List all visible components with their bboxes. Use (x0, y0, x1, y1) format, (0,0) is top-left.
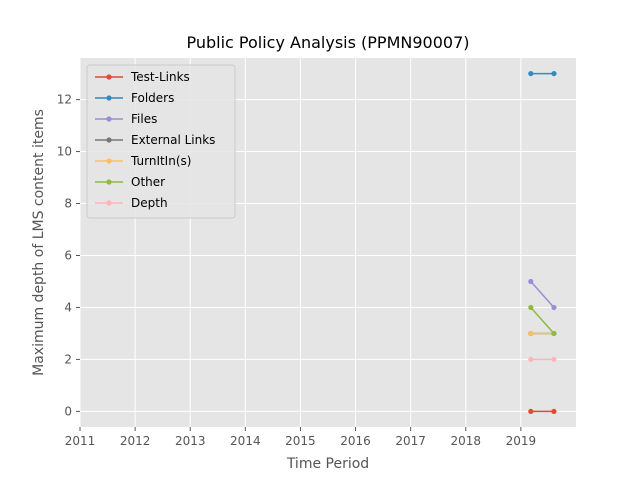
y-tick-label: 4 (64, 300, 72, 314)
x-tick-label: 2015 (285, 434, 316, 448)
data-point-folders (551, 70, 557, 77)
series-line-other (530, 306, 555, 334)
series-line-files (530, 280, 555, 308)
grid-lines (79, 58, 576, 427)
x-tick-label: 2014 (230, 434, 261, 448)
legend-swatch-marker (106, 158, 112, 164)
data-point-depth (551, 356, 557, 363)
legend-label: Other (131, 175, 165, 189)
axis-ticks: 2011 2012 2013 2014 2015 2016 2017 2018 2019 0 2 4 6… (57, 93, 536, 448)
legend-swatch-marker (106, 200, 112, 206)
x-tick-label: 2011 (65, 434, 96, 448)
legend-label: Depth (131, 196, 168, 210)
data-point-folders (528, 70, 534, 77)
data-point-files (551, 304, 557, 311)
legend-item: External Links (95, 133, 215, 147)
legend-swatch-marker (106, 137, 112, 143)
legend-item: Test-Links (95, 70, 190, 84)
data-point-test-links (551, 408, 557, 415)
y-tick-label: 2 (64, 352, 72, 366)
x-tick-label: 2018 (451, 434, 482, 448)
x-tick-label: 2012 (120, 434, 151, 448)
y-tick-label: 0 (64, 404, 72, 418)
legend-item: Other (95, 175, 165, 189)
series-folders (528, 70, 557, 77)
legend-item: Folders (95, 91, 174, 105)
data-point-files (528, 278, 534, 285)
legend-item: Files (95, 112, 157, 126)
x-tick-label: 2019 (506, 434, 537, 448)
y-axis-label: Maximum depth of LMS content items (31, 109, 47, 376)
data-point-other (551, 330, 557, 337)
legend: Test-Links Folders Files External Links Turn… (86, 64, 236, 219)
legend-label: TurnItIn(s) (130, 154, 191, 168)
series-test-links (528, 408, 557, 415)
data-point-other (528, 304, 534, 311)
legend-swatch-marker (106, 95, 112, 101)
legend-label: Files (131, 112, 157, 126)
legend-swatch-marker (106, 74, 112, 80)
legend-item: Depth (95, 196, 168, 210)
series-depth (528, 356, 557, 363)
y-tick-label: 8 (64, 197, 72, 211)
data-point-test-links (528, 408, 534, 415)
y-tick-label: 10 (57, 145, 72, 159)
legend-label: External Links (131, 133, 215, 147)
x-tick-label: 2013 (175, 434, 206, 448)
legend-box (86, 64, 236, 219)
legend-label: Folders (131, 91, 174, 105)
x-tick-label: 2016 (340, 434, 371, 448)
legend-item: TurnItIn(s) (95, 154, 191, 168)
y-tick-label: 12 (57, 93, 72, 107)
series-other (528, 304, 557, 337)
data-point-depth (528, 356, 534, 363)
series-files (528, 278, 557, 311)
legend-swatch-marker (106, 179, 112, 185)
legend-label: Test-Links (130, 70, 190, 84)
series-group (528, 70, 557, 415)
x-tick-label: 2017 (395, 434, 426, 448)
legend-swatch-marker (106, 116, 112, 122)
x-axis-label: Time Period (286, 456, 369, 472)
y-tick-label: 6 (64, 248, 72, 262)
data-point-turnitin-s (528, 330, 534, 337)
chart-title: Public Policy Analysis (PPMN90007) (186, 33, 469, 52)
